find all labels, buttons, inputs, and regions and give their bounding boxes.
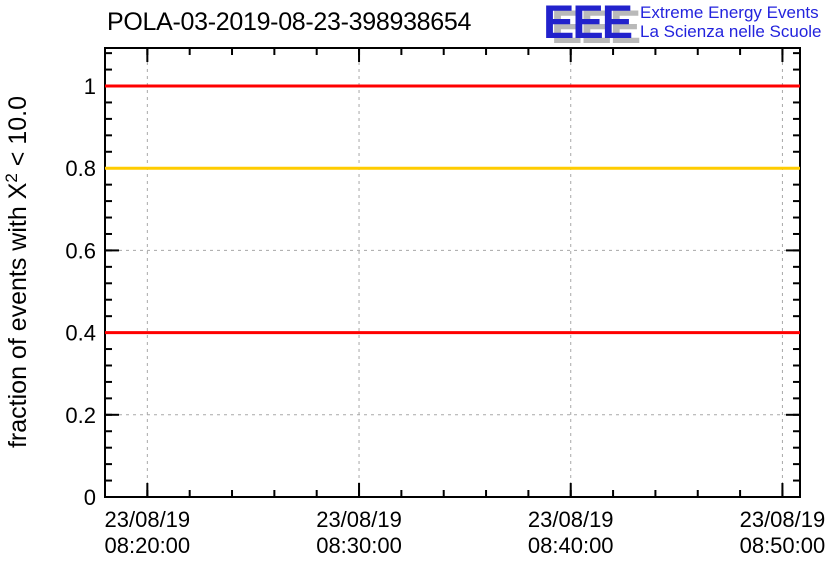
eee-logo: EEE Extreme Energy Events La Scienza nel… [543, 0, 822, 48]
y-tick-label: 0.6 [65, 238, 96, 263]
x-tick-label: 23/08/19 08:30:00 [316, 507, 402, 558]
y-tick-label: 1 [84, 74, 96, 99]
x-tick-label: 23/08/19 08:50:00 [740, 507, 826, 558]
y-tick-label: 0.8 [65, 156, 96, 181]
plot-frame [104, 47, 801, 498]
eee-logo-acronym: EEE [543, 0, 633, 48]
eee-logo-subtitle-2: La Scienza nelle Scuole [640, 22, 822, 41]
chart-title: POLA-03-2019-08-23-398938654 [107, 8, 472, 36]
eee-logo-subtitles: Extreme Energy Events La Scienza nelle S… [640, 2, 821, 41]
x-tick-label: 23/08/19 08:20:00 [105, 507, 191, 558]
eee-logo-subtitle-1: Extreme Energy Events [640, 3, 819, 22]
y-tick-label: 0 [84, 485, 96, 510]
y-tick-label: 0.4 [65, 321, 96, 346]
y-tick-label: 0.2 [65, 403, 96, 428]
x-tick-label: 23/08/19 08:40:00 [528, 507, 614, 558]
y-axis-title: fraction of events with X2 < 10.0 [2, 96, 32, 448]
